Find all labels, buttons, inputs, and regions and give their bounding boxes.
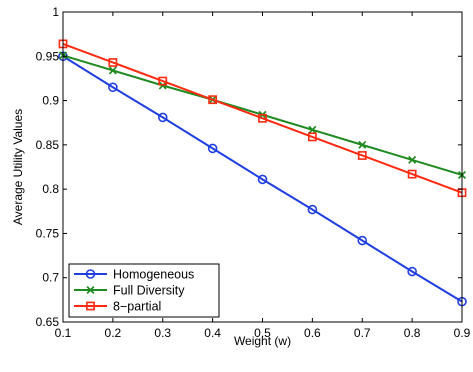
legend-marker: [86, 301, 95, 311]
y-tick-label: 0.95: [36, 49, 60, 63]
x-tick-label: 0.9: [454, 326, 471, 340]
data-point: [208, 95, 218, 105]
data-point: [207, 143, 218, 154]
legend-entry-label: 8−partial: [113, 300, 161, 314]
x-tick-label: 0.8: [404, 326, 421, 340]
data-point: [407, 266, 417, 277]
series-line: [62, 42, 463, 194]
x-tick-label: 0.1: [55, 326, 72, 340]
data-point: [358, 140, 367, 149]
legend-entry-label: Full Diversity: [113, 284, 185, 298]
legend-entry-label: Homogeneous: [113, 268, 194, 282]
data-point: [307, 204, 318, 215]
x-tick-label: 0.3: [154, 326, 171, 340]
data-point: [158, 76, 168, 86]
plot-area: [58, 39, 467, 307]
data-point: [307, 132, 317, 142]
data-point: [157, 112, 168, 123]
data-point: [158, 81, 167, 90]
x-tick-label: 0.6: [304, 326, 321, 340]
x-tick-label: 0.7: [354, 326, 371, 340]
data-point: [108, 58, 118, 67]
y-tick-label: 0.9: [42, 94, 59, 108]
legend-marker: [85, 269, 96, 279]
data-point: [357, 151, 367, 160]
x-axis-label: Weight (w): [234, 334, 291, 348]
x-tick-label: 0.4: [204, 326, 221, 340]
y-tick-label: 0.8: [42, 182, 59, 196]
y-tick-label: 0.65: [36, 315, 60, 329]
data-point: [108, 66, 117, 75]
data-point: [408, 155, 417, 164]
data-point: [357, 235, 368, 246]
data-point: [258, 113, 267, 123]
series-2: [58, 39, 467, 198]
axes: 0.1 0.2 0.3 0.4 0.5 0.6 0.7 0.8 0.9 0.65 0.7 0.75 0.…: [36, 5, 471, 340]
legend: Homogeneous Full Diversity 8−partial: [68, 263, 220, 318]
y-tick-label: 1: [52, 5, 59, 19]
data-point: [108, 82, 118, 93]
x-tick-label: 0.2: [105, 326, 122, 340]
y-tick-label: 0.75: [36, 226, 60, 240]
data-point: [257, 174, 268, 185]
y-tick-label: 0.85: [36, 138, 60, 152]
y-axis-label: Average Utility Values: [11, 109, 25, 225]
data-point: [308, 125, 317, 134]
y-tick-label: 0.7: [42, 271, 59, 285]
series-line: [62, 55, 463, 303]
data-point: [407, 169, 417, 179]
legend-marker: [86, 285, 95, 295]
x-tick-label: 0.5: [254, 326, 271, 340]
